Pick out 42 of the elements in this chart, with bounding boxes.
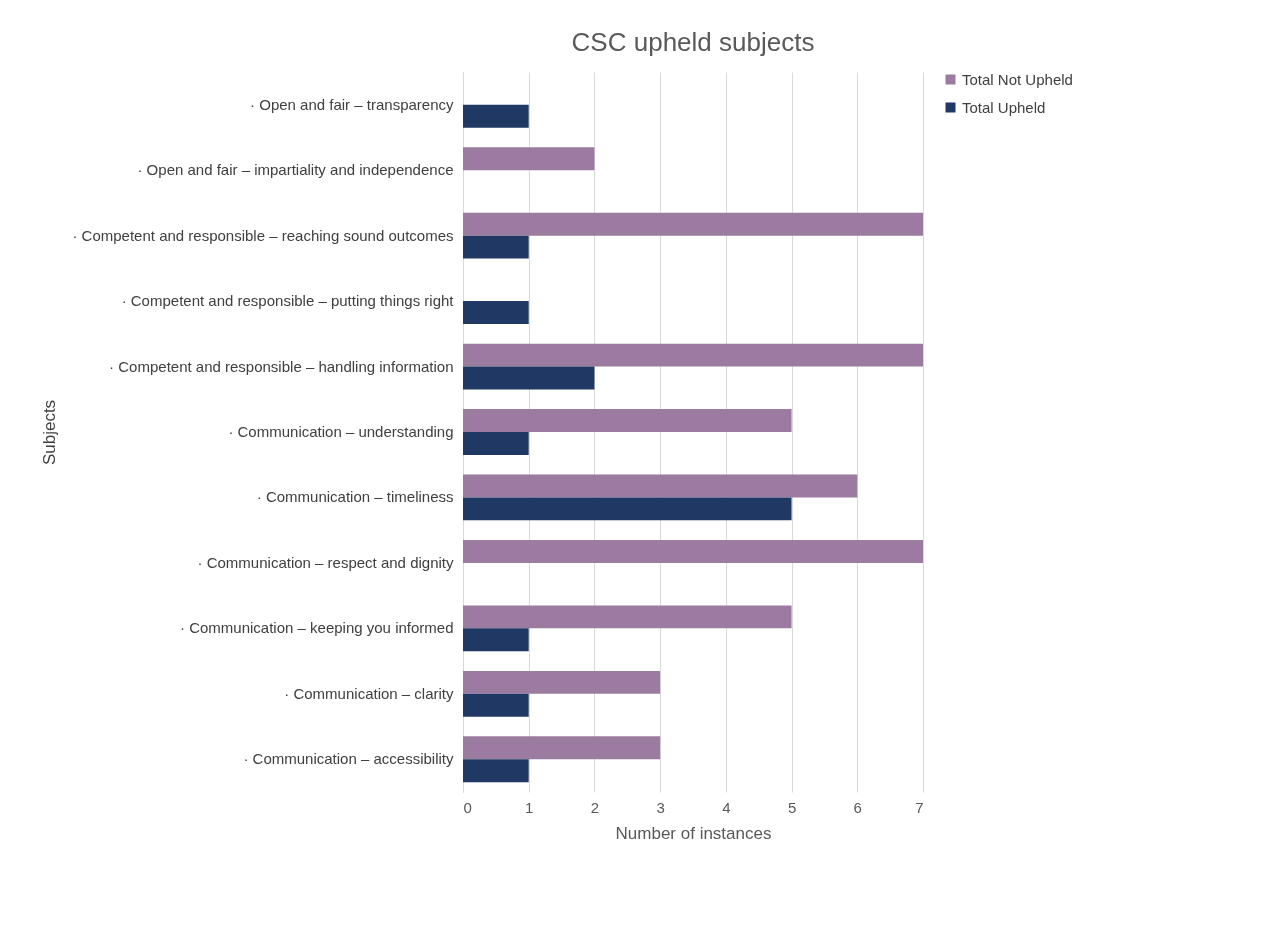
bar: [463, 605, 792, 629]
bar: [463, 104, 529, 128]
chart-title: CSC upheld subjects: [571, 27, 815, 57]
x-tick-label: 3: [656, 798, 665, 816]
bar: [463, 343, 923, 367]
bar: [463, 147, 595, 171]
y-tick-label: · Communication – clarity: [284, 684, 454, 702]
bar: [463, 235, 529, 259]
y-tick-label: · Communication – understanding: [228, 423, 454, 440]
x-axis-title: Number of instances: [615, 823, 772, 843]
bar: [463, 670, 661, 694]
x-tick-label: 1: [525, 798, 534, 816]
legend-label: Total Not Upheld: [962, 70, 1073, 88]
x-tick-label: 2: [590, 798, 600, 816]
bar: [463, 736, 661, 760]
bar: [463, 497, 792, 521]
x-tick-label: 5: [787, 798, 797, 816]
bar: [463, 628, 529, 652]
y-tick-label: · Communication – respect and dignity: [197, 553, 454, 571]
x-tick-label: 7: [915, 798, 924, 816]
bar: [463, 474, 858, 498]
y-tick-label: · Communication – accessibility: [243, 750, 454, 768]
x-tick-label: 4: [722, 798, 731, 816]
bar: [463, 693, 529, 717]
y-tick-label: · Competent and responsible – putting things right: [121, 292, 455, 310]
y-tick-label: · Open and fair – transparency: [250, 95, 454, 113]
y-tick-label: · Communication – timeliness: [256, 488, 454, 506]
bar: [463, 759, 529, 783]
bar: [463, 301, 529, 324]
bar: [463, 432, 529, 455]
y-tick-label: · Competent and responsible – reaching sound outcomes: [72, 226, 454, 244]
bar: [463, 540, 923, 563]
x-tick-label: 0: [463, 798, 472, 816]
bar: [463, 409, 792, 432]
legend-label: Total Upheld: [962, 98, 1046, 116]
bar: [463, 212, 923, 236]
y-tick-label: · Competent and responsible – handling information: [109, 357, 454, 375]
bar: [463, 366, 595, 390]
y-axis-title: Subjects: [39, 399, 59, 466]
x-tick-label: 6: [853, 798, 862, 816]
y-tick-label: · Open and fair – impartiality and independence: [137, 161, 454, 179]
y-tick-label: · Communication – keeping you informed: [180, 619, 454, 637]
